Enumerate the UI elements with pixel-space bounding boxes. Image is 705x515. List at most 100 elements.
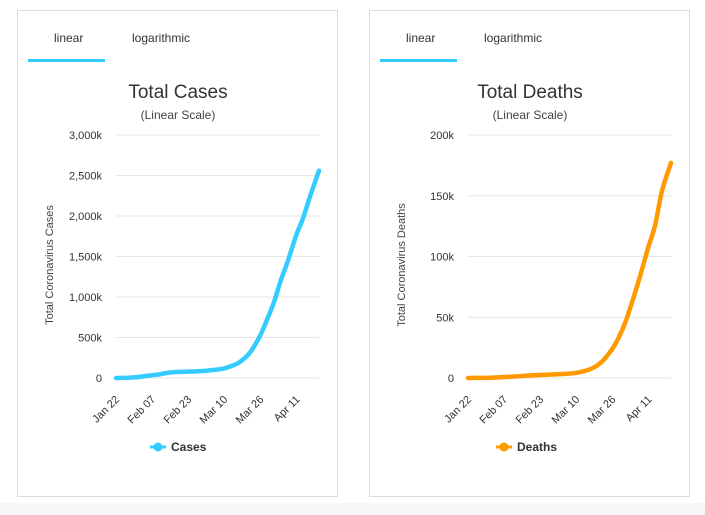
y-tick-label: 150k (430, 191, 454, 203)
x-tick-label: Feb 23 (514, 394, 547, 427)
y-tick-label: 500k (78, 333, 102, 345)
data-point (670, 162, 672, 164)
scale-tabs: linear logarithmic (18, 11, 337, 63)
y-tick-label: 2,000k (69, 211, 103, 223)
data-point (618, 336, 620, 338)
chart-subtitle: (Linear Scale) (141, 108, 216, 122)
x-tick-label: Feb 07 (126, 394, 159, 427)
legend-marker-icon (153, 442, 163, 452)
data-point (171, 371, 173, 373)
page-footer-band (0, 503, 705, 515)
active-tab-indicator (380, 59, 457, 62)
tab-logarithmic[interactable]: logarithmic (132, 31, 191, 45)
data-point (523, 375, 525, 377)
data-point (611, 348, 613, 350)
data-point (196, 370, 198, 372)
data-point (596, 365, 598, 367)
data-point (178, 371, 180, 373)
data-point (496, 376, 498, 378)
data-point (654, 224, 656, 226)
data-point (286, 261, 288, 263)
data-point (302, 217, 304, 219)
x-tick-label: Mar 26 (234, 394, 267, 427)
chart-subtitle: (Linear Scale) (493, 108, 568, 122)
x-tick-label: Mar 26 (586, 394, 619, 427)
legend-label[interactable]: Cases (171, 440, 207, 454)
tab-linear[interactable]: linear (54, 31, 84, 45)
data-point (187, 371, 189, 373)
data-point (632, 299, 634, 301)
data-point (517, 375, 519, 377)
data-point (273, 301, 275, 303)
x-tick-label: Mar 10 (550, 394, 583, 427)
data-point (115, 377, 117, 379)
data-point (557, 373, 559, 375)
legend-marker-icon (499, 442, 509, 452)
data-point (266, 318, 268, 321)
data-point (126, 377, 128, 379)
y-tick-label: 100k (430, 252, 454, 264)
data-point (539, 374, 541, 376)
tab-logarithmic[interactable]: logarithmic (484, 31, 543, 45)
scale-tabs: linear logarithmic (370, 11, 689, 63)
data-point (566, 373, 568, 375)
x-tick-label: Feb 23 (162, 394, 195, 427)
legend[interactable]: Deaths (496, 440, 557, 454)
data-point (205, 370, 207, 372)
series-line-cases[interactable] (113, 168, 322, 381)
data-point (259, 334, 261, 336)
data-point (490, 377, 492, 379)
y-axis-label: Total Coronavirus Cases (44, 205, 56, 325)
data-point (647, 246, 649, 248)
data-point (582, 370, 584, 372)
deaths-chart: Total Deaths (Linear Scale) Total Corona… (396, 82, 674, 454)
x-tick-label: Feb 07 (478, 394, 511, 427)
data-point (165, 372, 167, 374)
data-point (151, 374, 153, 376)
data-point (280, 280, 282, 282)
y-tick-label: 1,000k (69, 292, 103, 304)
data-point (530, 374, 532, 376)
legend-label[interactable]: Deaths (517, 440, 557, 454)
deaths-chart-panel: linear logarithmic Total Deaths (Linear … (369, 10, 690, 497)
x-tick-label: Jan 22 (442, 394, 474, 426)
chart-title: Total Deaths (477, 82, 583, 103)
data-point (467, 377, 469, 379)
y-tick-label: 0 (448, 373, 454, 385)
y-tick-label: 0 (96, 373, 102, 385)
data-point (138, 376, 140, 378)
y-tick-label: 1,500k (69, 252, 103, 264)
cases-chart-panel: linear logarithmic Total Cases (Linear S… (17, 10, 338, 497)
legend[interactable]: Cases (150, 440, 207, 454)
y-axis-label: Total Coronavirus Deaths (396, 203, 408, 327)
y-tick-label: 50k (436, 312, 454, 324)
data-point (661, 190, 663, 192)
data-point (503, 376, 505, 378)
cases-chart: Total Cases (Linear Scale) Total Coronav… (44, 82, 322, 454)
data-point (250, 350, 252, 352)
data-point (638, 277, 640, 279)
data-point (214, 369, 216, 371)
series-line-deaths[interactable] (465, 160, 674, 381)
data-point (237, 362, 239, 364)
data-point (318, 170, 320, 172)
active-tab-indicator (28, 59, 105, 62)
data-point (575, 372, 577, 374)
x-tick-label: Apr 11 (624, 394, 655, 425)
data-point (223, 367, 225, 369)
x-tick-label: Mar 10 (198, 394, 231, 427)
data-point (230, 365, 232, 367)
y-tick-label: 3,000k (69, 130, 103, 142)
data-point (144, 375, 146, 377)
tab-linear[interactable]: linear (406, 31, 436, 45)
data-point (309, 196, 311, 198)
data-point (589, 368, 591, 370)
data-point (158, 373, 160, 376)
data-point (244, 357, 246, 359)
data-point (295, 234, 297, 236)
y-tick-label: 200k (430, 130, 454, 142)
data-point (510, 376, 512, 378)
x-tick-label: Jan 22 (90, 394, 122, 426)
data-point (625, 320, 627, 322)
data-point (548, 374, 550, 376)
